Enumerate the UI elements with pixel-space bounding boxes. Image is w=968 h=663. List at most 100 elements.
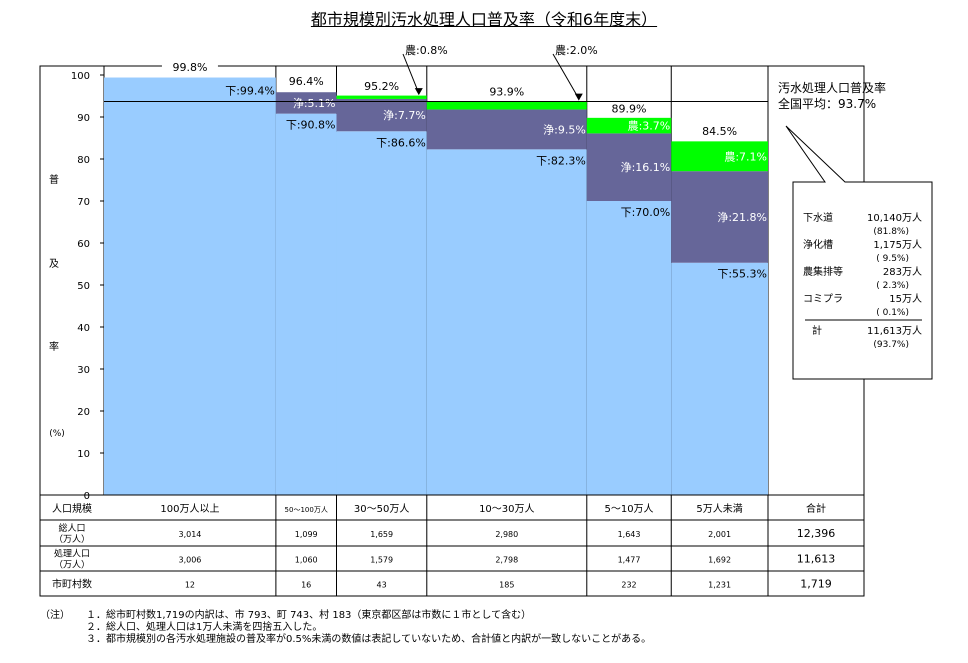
- bars-layer: [104, 77, 768, 496]
- total-label-bg: [161, 59, 218, 74]
- table-row-label: 総人口: [58, 522, 85, 534]
- table-row-label: 市町村数: [52, 578, 92, 591]
- label-johkaso: 浄:16.1%: [621, 160, 671, 174]
- footnote-row: （注） １．総市町村数1,719の内訳は、市 793、町 743、村 183（東京…: [40, 610, 651, 622]
- table-cell: 1,719: [800, 578, 832, 591]
- footnote-text: １．総市町村数1,719の内訳は、市 793、町 743、村 183（東京都区部…: [86, 610, 532, 621]
- y-tick-label: 40: [77, 323, 90, 334]
- footnotes: （注） １．総市町村数1,719の内訳は、市 793、町 743、村 183（東京…: [40, 610, 651, 646]
- summary-value: 283万人: [883, 266, 922, 278]
- table-cell: 3,006: [178, 556, 201, 565]
- bar-segment-farm: [426, 101, 587, 110]
- y-tick-label: 80: [77, 155, 90, 166]
- summary-total-name: 計: [812, 324, 822, 337]
- bar-segment-johkaso: [275, 92, 337, 114]
- bar-total-label: 89.9%: [612, 102, 647, 115]
- footnote-head: （注）: [40, 610, 70, 621]
- bar-segment-farm: [586, 117, 672, 134]
- table-cell: 1,659: [370, 530, 393, 539]
- y-tick-label: 70: [77, 197, 90, 208]
- footnote-row: ３．都市規模別の各汚水処理施設の普及率が0.5%未満の数値は表記していないため、…: [40, 634, 651, 646]
- table-column-header: 5万人未満: [696, 503, 742, 515]
- bar-segment-johkaso: [426, 109, 587, 150]
- y-tick-label: 10: [77, 449, 90, 460]
- label-sewer: 下:90.8%: [286, 119, 336, 132]
- summary-value: 15万人: [889, 293, 922, 305]
- footnote-text: ２．総人口、処理人口は1万人未満を四捨五入した。: [86, 622, 323, 633]
- label-johkaso: 浄:7.7%: [383, 108, 426, 122]
- summary-pct: ( 0.1%): [876, 308, 909, 318]
- farm-callout-arrowhead: [574, 93, 583, 101]
- summary-total-value: 11,613万人: [867, 325, 922, 337]
- table-cell: 12,396: [797, 527, 836, 540]
- table-cell: 11,613: [797, 553, 836, 566]
- bar-segment-sewer: [671, 262, 768, 495]
- y-tick-label: 0: [84, 491, 90, 502]
- label-sewer: 下:86.6%: [376, 136, 426, 149]
- summary-pct: (81.8%): [873, 227, 909, 237]
- table-cell: 2,001: [708, 530, 731, 539]
- table-cell: 1,099: [295, 530, 318, 539]
- farm-callout-label: 農:2.0%: [555, 43, 598, 57]
- summary-value: 10,140万人: [867, 212, 922, 224]
- table-column-header: 10～30万人: [479, 503, 534, 515]
- y-axis-label-char: 率: [49, 340, 59, 353]
- table-cell: 3,014: [178, 530, 201, 539]
- summary-name: 農集排等: [803, 265, 843, 278]
- footnote-row: ２．総人口、処理人口は1万人未満を四捨五入した。: [40, 622, 651, 634]
- farm-callout-arrow: [552, 53, 580, 99]
- bar-segment-sewer: [426, 149, 587, 495]
- summary-name: 下水道: [803, 211, 833, 224]
- table-column-header: 30～50万人: [354, 503, 409, 515]
- summary-name: 浄化槽: [803, 238, 833, 251]
- label-johkaso: 浄:21.8%: [717, 210, 767, 224]
- table-cell: 43: [377, 581, 387, 590]
- table-column-header: 合計: [806, 502, 826, 515]
- table-column-header: 100万人以上: [160, 503, 219, 515]
- y-tick-label: 60: [77, 239, 90, 250]
- average-label-value: 全国平均：93.7%: [778, 96, 876, 111]
- table-cell: 1,692: [708, 556, 731, 565]
- bar-total-label: 93.9%: [489, 86, 524, 99]
- table-row-sublabel: （万人）: [54, 560, 90, 571]
- summary-pct: ( 2.3%): [876, 281, 909, 291]
- table-cell: 2,798: [495, 556, 518, 565]
- bar-total-label: 99.8%: [172, 61, 207, 74]
- data-table: 人口規模 100万人以上 50～100万人 30～50万人 10～30万人 5～10万人 5…: [40, 494, 864, 597]
- farm-callout-label: 農:0.8%: [405, 43, 448, 57]
- table-column-header: 50～100万人: [285, 506, 328, 514]
- table-cell: 16: [301, 581, 311, 590]
- average-label-title: 汚水処理人口普及率: [778, 80, 886, 95]
- bar-total-label: 95.2%: [364, 80, 399, 93]
- bar-total-label: 84.5%: [702, 125, 737, 138]
- table-column-header: 5～10万人: [604, 503, 653, 515]
- summary-box: [785, 125, 933, 380]
- y-axis-label-char: 及: [49, 258, 59, 270]
- label-sewer: 下:70.0%: [621, 206, 671, 219]
- label-sewer: 下:99.4%: [225, 85, 275, 98]
- bar-total-label: 96.4%: [289, 75, 324, 88]
- label-johkaso: 浄:5.1%: [293, 96, 336, 110]
- table-cell: 1,477: [618, 556, 641, 565]
- summary-value: 1,175万人: [873, 239, 922, 251]
- summary-total-pct: (93.7%): [873, 340, 909, 350]
- y-axis-label-char: 普: [49, 173, 59, 186]
- table-cell: 1,579: [370, 556, 393, 565]
- y-axis-unit: (%): [49, 429, 65, 439]
- table-header-label: 人口規模: [52, 503, 92, 515]
- bar-segment-johkaso: [336, 98, 427, 132]
- table-cell: 1,231: [708, 581, 731, 590]
- bar-segment-johkaso: [671, 171, 768, 263]
- farm-callout-arrow: [402, 53, 420, 94]
- summary-name: コミプラ: [803, 293, 843, 305]
- y-tick-label: 50: [77, 281, 90, 292]
- label-farm: 農:7.1%: [724, 149, 767, 163]
- bar-segment-sewer: [275, 113, 337, 495]
- table-cell: 1,060: [295, 556, 318, 565]
- table-row-sublabel: （万人）: [54, 534, 90, 545]
- footnote-text: ３．都市規模別の各汚水処理施設の普及率が0.5%未満の数値は表記していないため、…: [86, 634, 652, 645]
- label-sewer: 下:55.3%: [717, 268, 767, 281]
- bar-segment-sewer: [336, 131, 427, 495]
- table-cell: 2,980: [495, 530, 518, 539]
